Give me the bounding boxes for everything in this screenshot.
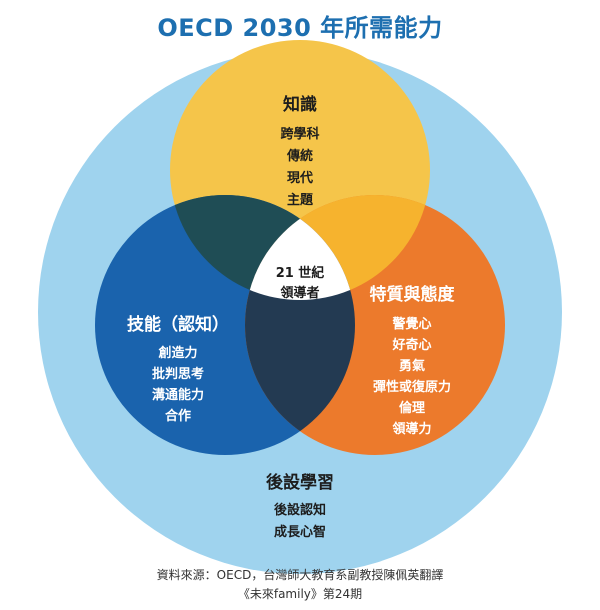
character-heading: 特質與態度: [370, 284, 456, 305]
character-item: 領導力: [392, 421, 431, 437]
skills-item: 批判思考: [152, 366, 204, 382]
page-title: OECD 2030 年所需能力: [157, 14, 443, 42]
knowledge-item: 跨學科: [280, 126, 319, 142]
source-line-2: 《未來family》第24期: [237, 587, 363, 601]
source-line-1: 資料來源：OECD，台灣師大教育系副教授陳佩英翻譯: [156, 568, 444, 582]
character-item: 彈性或復原力: [373, 379, 451, 395]
skills-item: 溝通能力: [152, 387, 204, 403]
knowledge-heading: 知識: [282, 94, 317, 115]
meta-learning-item: 成長心智: [274, 524, 326, 540]
skills-heading: 技能（認知）: [127, 314, 229, 335]
knowledge-item: 傳統: [286, 148, 313, 164]
meta-learning-item: 後設認知: [274, 502, 326, 518]
center-label-line1: 21 世紀: [276, 265, 325, 281]
center-label-line2: 領導者: [280, 285, 319, 301]
meta-learning-heading: 後設學習: [266, 472, 334, 493]
skills-item: 創造力: [157, 345, 197, 361]
skills-item: 合作: [165, 408, 191, 424]
character-item: 警覺心: [392, 316, 431, 332]
knowledge-item: 現代: [287, 170, 313, 186]
character-item: 倫理: [399, 400, 425, 416]
knowledge-item: 主題: [287, 192, 314, 208]
character-item: 好奇心: [391, 337, 431, 353]
character-item: 勇氣: [399, 358, 425, 374]
source-note: 資料來源：OECD，台灣師大教育系副教授陳佩英翻譯 《未來family》第24期: [0, 566, 600, 604]
center-overlap: [245, 195, 355, 300]
